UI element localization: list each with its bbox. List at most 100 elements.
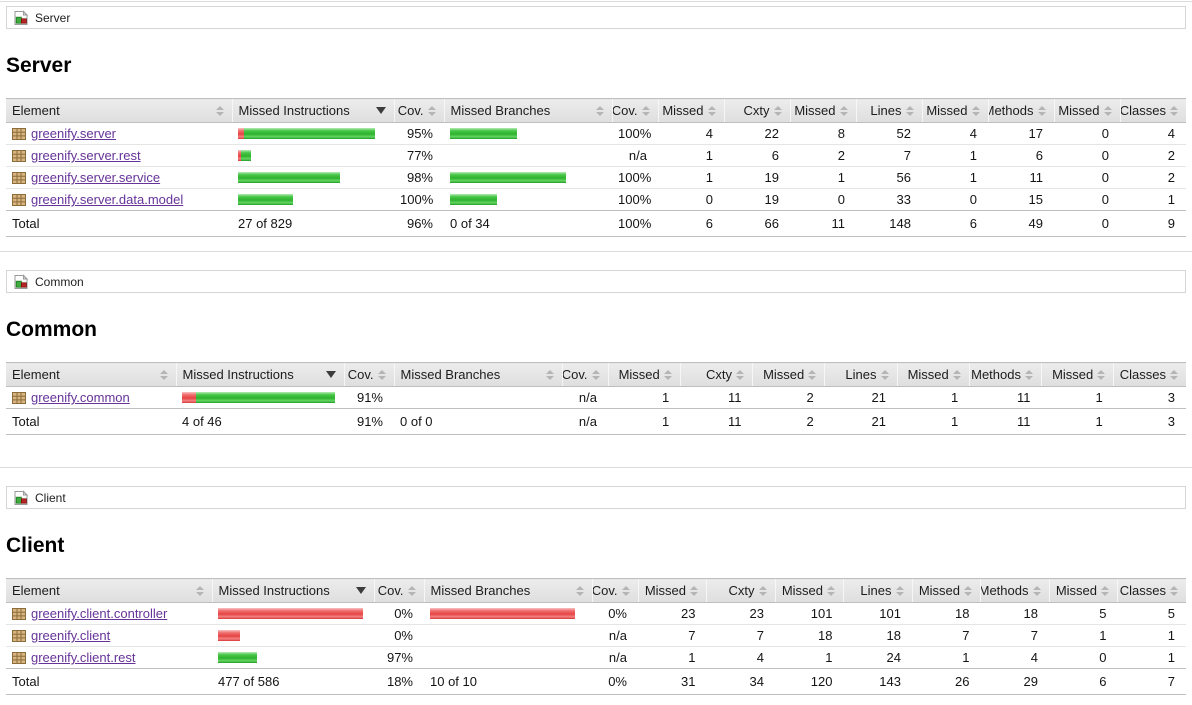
missed-branches-cell <box>394 387 562 409</box>
group-report-icon <box>13 489 29 506</box>
column-header-cov-[interactable]: Cov. <box>373 578 424 603</box>
section-divider <box>0 467 1192 468</box>
instruction-coverage-percent: 98% <box>394 166 444 189</box>
column-header-missed-branches[interactable]: Missed Branches <box>443 98 612 123</box>
metric-cell: 2 <box>806 390 814 405</box>
sort-up-arrow <box>880 369 889 374</box>
table-row: greenify.server.data.model 100% 100% 0 19 0 33… <box>6 189 1186 211</box>
metric-cell: 0 <box>1099 650 1107 665</box>
column-header-inner: Missed <box>782 583 835 598</box>
column-header-inner: Lines <box>863 103 914 118</box>
element-link[interactable]: greenify.client.controller <box>31 606 168 621</box>
element-link[interactable]: greenify.client <box>31 628 111 643</box>
column-label: Cxty <box>728 583 755 598</box>
column-header-missed[interactable]: Missed <box>911 578 981 603</box>
sort-down-arrow <box>1170 591 1178 596</box>
branch-coverage-bar <box>400 392 554 403</box>
element-link[interactable]: greenify.server.rest <box>31 148 141 163</box>
table-row: greenify.common 91% n/a 1 11 2 21 1 11 1 3 <box>6 387 1186 409</box>
column-header-methods[interactable]: Methods <box>980 578 1049 603</box>
column-header-cov-[interactable]: Cov. <box>611 98 658 123</box>
missed-instructions-cell <box>212 602 374 625</box>
column-header-inner: Missed Instructions <box>183 367 336 382</box>
column-header-cxty[interactable]: Cxty <box>706 578 775 603</box>
column-header-cov-[interactable]: Cov. <box>393 98 444 123</box>
column-header-missed[interactable]: Missed <box>896 362 970 387</box>
column-header-missed[interactable]: Missed <box>637 578 707 603</box>
column-header-cxty[interactable]: Cxty <box>723 98 790 123</box>
column-header-element[interactable]: Element <box>6 98 232 123</box>
instruction-coverage-bar <box>218 652 366 663</box>
column-header-missed-instructions[interactable]: Missed Instructions <box>231 98 394 123</box>
breadcrumb-label: Server <box>35 10 71 25</box>
sort-toggle-icon <box>427 105 436 116</box>
sort-down-arrow <box>773 111 782 116</box>
total-metric-cell: 11 <box>790 210 856 237</box>
column-header-missed[interactable]: Missed <box>607 362 681 387</box>
instruction-coverage-bar <box>218 630 366 641</box>
column-header-inner: Lines <box>831 367 889 382</box>
column-header-missed[interactable]: Missed <box>1053 98 1120 123</box>
group-report-icon <box>13 9 29 26</box>
total-metric-cell: 34 <box>706 668 775 695</box>
sort-up-arrow <box>621 585 630 590</box>
column-header-missed[interactable]: Missed <box>657 98 724 123</box>
sort-down-arrow <box>591 375 600 380</box>
column-header-inner: Cov. <box>593 583 630 598</box>
element-link[interactable]: greenify.server.data.model <box>31 192 184 207</box>
sort-up-arrow <box>758 585 767 590</box>
element-cell: greenify.common <box>6 387 176 409</box>
metric-cell: 23 <box>706 602 775 625</box>
column-header-lines[interactable]: Lines <box>855 98 922 123</box>
sort-down-arrow <box>880 375 889 380</box>
column-header-missed[interactable]: Missed <box>751 362 825 387</box>
column-header-cov-[interactable]: Cov. <box>591 578 638 603</box>
column-header-inner: Missed <box>759 367 817 382</box>
column-header-missed-branches[interactable]: Missed Branches <box>393 362 562 387</box>
column-label: Missed <box>1055 583 1097 598</box>
sort-toggle-icon <box>952 369 961 380</box>
sort-toggle-icon <box>663 369 672 380</box>
column-header-methods[interactable]: Methods <box>987 98 1054 123</box>
column-header-methods[interactable]: Methods <box>968 362 1042 387</box>
column-header-element[interactable]: Element <box>6 362 176 387</box>
column-header-missed[interactable]: Missed <box>789 98 856 123</box>
metric-cell: 0 <box>1101 192 1109 207</box>
column-header-cov-[interactable]: Cov. <box>561 362 608 387</box>
element-link[interactable]: greenify.server <box>31 126 117 141</box>
column-header-missed[interactable]: Missed <box>1048 578 1118 603</box>
column-header-cov-[interactable]: Cov. <box>343 362 394 387</box>
column-header-missed[interactable]: Missed <box>921 98 988 123</box>
column-header-missed-instructions[interactable]: Missed Instructions <box>175 362 344 387</box>
column-header-missed-instructions[interactable]: Missed Instructions <box>211 578 374 603</box>
column-header-element[interactable]: Element <box>6 578 212 603</box>
element-link[interactable]: greenify.common <box>31 390 130 405</box>
total-instruction-coverage: 18% <box>374 668 424 695</box>
column-header-missed[interactable]: Missed <box>1040 362 1114 387</box>
element-link[interactable]: greenify.client.rest <box>31 650 136 665</box>
column-header-lines[interactable]: Lines <box>824 362 897 387</box>
missed-instructions-cell <box>232 189 394 211</box>
metric-cell: 18 <box>843 624 912 647</box>
total-metric-cell: 21 <box>824 408 897 435</box>
total-metric-cell: 6 <box>658 210 724 237</box>
column-header-classes[interactable]: Classes <box>1119 98 1186 123</box>
missed-branches-cell <box>424 624 592 647</box>
column-header-missed-branches[interactable]: Missed Branches <box>423 578 592 603</box>
sort-toggle-icon <box>707 105 716 116</box>
column-header-missed[interactable]: Missed <box>774 578 844 603</box>
sort-toggle-icon <box>377 369 386 380</box>
column-header-lines[interactable]: Lines <box>843 578 912 603</box>
covered-bar-segment <box>450 194 497 205</box>
metric-cell: 1 <box>658 144 724 167</box>
element-link[interactable]: greenify.server.service <box>31 170 161 185</box>
metric-cell: 7 <box>638 624 707 647</box>
sort-down-arrow <box>952 375 961 380</box>
column-label: Missed <box>1058 103 1100 118</box>
sort-down-arrow <box>1037 111 1046 116</box>
column-label: Lines <box>860 583 892 598</box>
column-header-classes[interactable]: Classes <box>1117 578 1186 603</box>
column-header-classes[interactable]: Classes <box>1113 362 1186 387</box>
column-header-cxty[interactable]: Cxty <box>679 362 753 387</box>
metric-cell: 1 <box>790 166 856 189</box>
